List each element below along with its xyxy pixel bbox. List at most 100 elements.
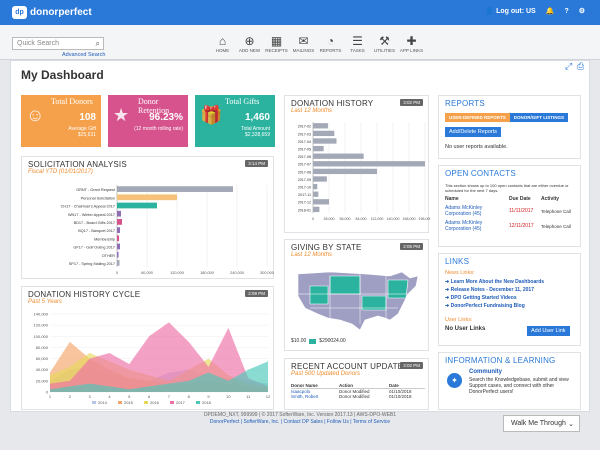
- community-link[interactable]: Community: [469, 369, 502, 375]
- category-label: 2017-02: [298, 125, 311, 129]
- contacts-cell[interactable]: Adams McKinley Corporation (45): [445, 220, 483, 232]
- kpi-total-gifts[interactable]: 🎁 Total Gifts 1,460 Total Amount $2,328,659: [195, 95, 275, 147]
- legend-label: 2016: [150, 400, 160, 405]
- logout-link[interactable]: 👤 Log out: US: [485, 8, 536, 15]
- legend-label: 2017: [176, 400, 186, 405]
- nav-app-links[interactable]: ✚ APP LINKS: [398, 34, 425, 53]
- walk-me-through-button[interactable]: Walk Me Through ⌄: [503, 415, 580, 432]
- star-icon: ★: [113, 105, 130, 125]
- news-link-item[interactable]: ➜ DPO Getting Started Videos: [445, 294, 544, 302]
- recent-cell[interactable]: Smith, Robert: [291, 394, 319, 399]
- search-icon[interactable]: ⌕: [95, 39, 100, 48]
- bar: [313, 161, 425, 167]
- news-link-label: Learn More About the New Dashboards: [450, 279, 545, 285]
- kpi-sub: Total Amount $2,328,659: [241, 126, 270, 138]
- category-label: CH17 - Chairman's Appeal 2017: [61, 205, 115, 209]
- solicitation-title: SOLICITATION ANALYSIS: [28, 160, 127, 169]
- legend-label: 2018: [202, 400, 212, 405]
- advanced-search-link[interactable]: Advanced Search: [62, 52, 106, 58]
- donors-icon: ☺: [26, 105, 45, 125]
- bar: [313, 199, 329, 205]
- category-label: GRNT - Grant Request: [76, 188, 116, 192]
- home-icon: ⌂: [218, 34, 227, 48]
- recent-header-row: Donor Name Action Date: [291, 383, 425, 389]
- reports-panel: REPORTS USER-DEFINED REPORTS DONOR/GIFT …: [438, 95, 581, 159]
- no-user-links: No User Links: [445, 326, 486, 332]
- nav-label: ADD NEW: [238, 48, 261, 53]
- search-input[interactable]: Quick Search ⌕: [12, 37, 104, 50]
- tasks-icon: ☰: [352, 34, 363, 48]
- nav-reports[interactable]: ◔ REPORTS: [317, 34, 344, 53]
- recent-table: Donor Name Action Date Isaacpolo Donor Modif…: [291, 383, 425, 399]
- cycle-badge: 2:09 PM: [245, 290, 268, 297]
- legend-min: $10.00: [291, 338, 307, 344]
- community-description: Search the Knowledgebase, submit and vie…: [469, 377, 569, 395]
- giving-by-state-panel: GIVING BY STATE Last 12 Months 2:05 PM $…: [284, 239, 429, 351]
- donation-history-title: DONATION HISTORY: [291, 99, 374, 108]
- chevron-down-icon: ⌄: [568, 421, 574, 428]
- logo[interactable]: dp donorperfect: [12, 6, 92, 19]
- kpi-donor-retention[interactable]: ★ Donor Retention 96.23% (12 month rolling …: [108, 95, 188, 147]
- kpi-total-donors[interactable]: ☺ Total Donors 108 Average Gift $25,631: [21, 95, 101, 147]
- nav-utilities[interactable]: ⚒ UTILITIES: [371, 34, 398, 53]
- settings-icon[interactable]: ⚙: [578, 8, 585, 15]
- giving-subtitle: Last 12 Months: [291, 252, 333, 258]
- nav-add-new[interactable]: ⊕ ADD NEW: [236, 34, 263, 53]
- tab-user-defined-reports[interactable]: USER-DEFINED REPORTS: [445, 113, 510, 122]
- kpi-sub: (12 month rolling rate): [134, 126, 183, 132]
- kpi-sub-label: Average Gift: [68, 126, 96, 132]
- nav-receipts[interactable]: ▦ RECEIPTS: [263, 34, 290, 53]
- donation-history-chart: 0 28,000 56,000 84,000 112,000 140,000 168,000…: [298, 122, 431, 221]
- user-links-label: User Links:: [445, 317, 473, 323]
- y-tick-label: 80,000: [36, 345, 49, 350]
- bar: [117, 202, 157, 209]
- nav-label: MAILINGS: [292, 48, 315, 53]
- kpi-sub-label: Total Amount: [241, 126, 270, 132]
- category-label: 2017-11: [298, 193, 311, 197]
- x-tick-label: 196,000: [419, 217, 431, 221]
- news-link-item[interactable]: ➜ DonorPerfect Fundraising Blog: [445, 302, 544, 310]
- solicitation-chart: 0 60,000 120,000 180,000 240,000 300,000 GRNT …: [61, 185, 274, 275]
- nav-tasks[interactable]: ☰ TASKS: [344, 34, 371, 53]
- x-tick-label: 28,000: [324, 217, 335, 221]
- news-link-item[interactable]: ➜ Release Notes - December 11, 2017: [445, 286, 544, 294]
- x-tick-label: 12: [266, 394, 271, 399]
- recent-subtitle: Past 500 Updated Donors: [291, 371, 361, 377]
- nav-label: APP LINKS: [399, 48, 424, 53]
- contacts-cell[interactable]: Adams McKinley Corporation (45): [445, 205, 483, 217]
- add-delete-reports-button[interactable]: Add/Delete Reports: [445, 127, 501, 137]
- contacts-header: Name: [445, 196, 459, 202]
- nav-home[interactable]: ⌂ HOME: [209, 34, 236, 53]
- category-label: 2017-12: [298, 201, 311, 205]
- logo-text: donorperfect: [30, 7, 92, 18]
- help-icon[interactable]: ?: [564, 7, 569, 15]
- notifications-icon[interactable]: 🔔: [545, 8, 555, 15]
- kpi-sub-value: $2,328,659: [244, 132, 270, 138]
- x-tick-label: 11: [246, 394, 251, 399]
- receipts-icon: ▦: [270, 34, 283, 48]
- news-link-label: Release Notes - December 11, 2017: [450, 287, 534, 293]
- bar: [313, 138, 337, 144]
- print-icon[interactable]: ⎙: [577, 61, 585, 71]
- news-link-item[interactable]: ➜ Learn More About the New Dashboards: [445, 278, 544, 286]
- bar: [313, 123, 328, 129]
- reports-empty: No user reports available.: [445, 144, 508, 150]
- add-user-link-button[interactable]: Add User Link: [527, 326, 570, 336]
- nav-mailings[interactable]: ✉ MAILINGS: [290, 34, 317, 53]
- y-tick-label: 140,000: [34, 312, 49, 317]
- x-tick-label: 9: [207, 394, 210, 399]
- x-tick-label: 240,000: [230, 271, 244, 275]
- contacts-title: OPEN CONTACTS: [445, 169, 516, 178]
- tab-donor-gift-listings[interactable]: DONOR/GIFT LISTINGS: [509, 113, 569, 122]
- us-map[interactable]: [290, 264, 425, 336]
- recent-cell[interactable]: Isaacpolo: [291, 389, 311, 394]
- logout-label: Log out: US: [496, 8, 536, 15]
- kpi-sub: Average Gift $25,631: [68, 126, 96, 138]
- expand-icon[interactable]: ⤢: [565, 61, 573, 71]
- x-tick-label: 60,000: [141, 271, 153, 275]
- links-title: LINKS: [445, 257, 470, 266]
- category-label: OTHER: [102, 254, 116, 258]
- y-tick-label: 60,000: [36, 356, 49, 361]
- footer-line-2[interactable]: DonorPerfect | SofterWare, Inc. | Contac…: [209, 419, 391, 425]
- x-tick-label: 8: [188, 394, 191, 399]
